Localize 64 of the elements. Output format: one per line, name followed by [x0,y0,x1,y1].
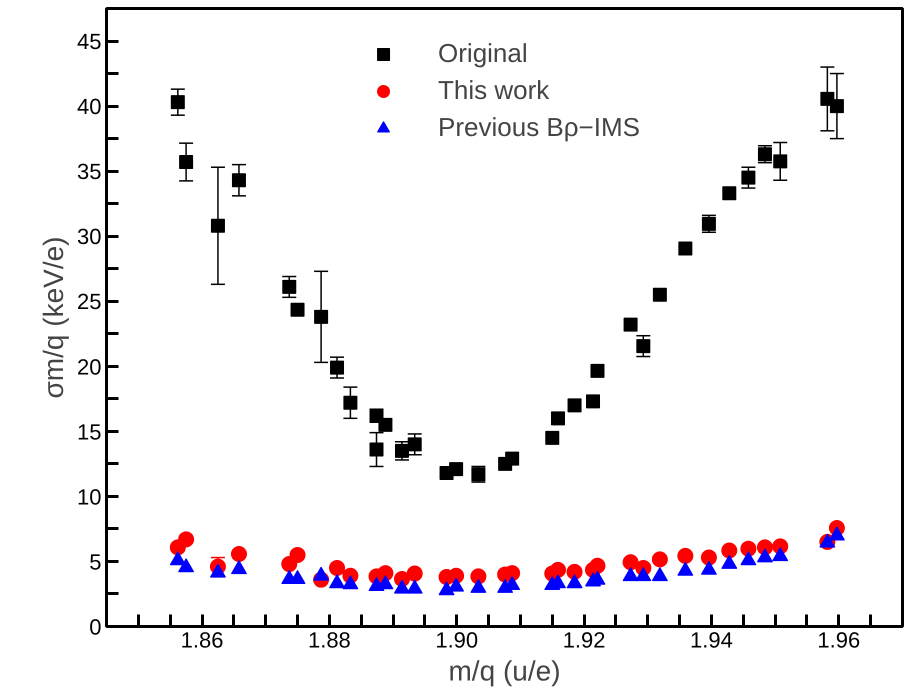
y-tick-label: 5 [89,549,102,574]
point [343,396,358,410]
point [830,99,844,114]
point [773,154,788,168]
point [232,173,246,188]
legend-label: This work [438,75,550,106]
x-tick-label: 1.88 [308,628,351,652]
point [636,339,650,354]
point [179,155,194,170]
point [394,444,409,458]
point [721,542,738,559]
point [550,562,566,578]
x-tick-label: 1.90 [435,628,478,652]
point [586,394,600,408]
point [700,550,717,566]
point [290,546,306,563]
point [170,95,185,110]
y-tick-label: 10 [77,484,102,510]
y-tick-label: 30 [77,224,102,250]
point [470,568,486,584]
point [178,531,194,548]
point [210,218,225,233]
legend-label: Previous Bρ−IMS [438,112,640,143]
x-tick-label: 1.96 [817,628,860,652]
point [722,186,736,200]
point [377,565,394,582]
y-tick-label: 0 [89,614,102,640]
point [652,551,668,568]
point [408,437,422,452]
point [677,548,694,564]
x-tick-label: 1.94 [690,628,733,652]
point [741,170,756,185]
point [678,242,692,256]
x-tick-label: 1.86 [180,628,224,652]
y-tick-label: 20 [77,354,102,380]
point [282,280,296,294]
point [652,288,667,302]
y-axis-title: σm/q (keV/e) [38,236,70,398]
point [550,411,565,426]
point [290,302,305,317]
point [589,558,606,574]
point [314,310,328,324]
point [505,452,520,466]
legend-label: Original [438,38,528,69]
point [230,546,247,562]
y-tick-label: 35 [77,159,102,184]
point [568,398,582,412]
y-tick-label: 40 [77,94,102,120]
point [378,418,392,432]
point [330,360,344,375]
point [624,318,638,332]
point [740,540,756,557]
point [370,442,384,457]
point [449,462,464,476]
x-tick-label: 1.92 [562,628,606,652]
y-tick-label: 25 [77,289,102,314]
y-tick-label: 15 [77,419,102,444]
point [590,364,604,378]
point [329,560,346,576]
x-axis-title: m/q (u/e) [448,656,561,686]
y-tick-label: 45 [77,29,102,54]
point [622,554,639,570]
point [545,430,560,445]
point [406,566,423,582]
